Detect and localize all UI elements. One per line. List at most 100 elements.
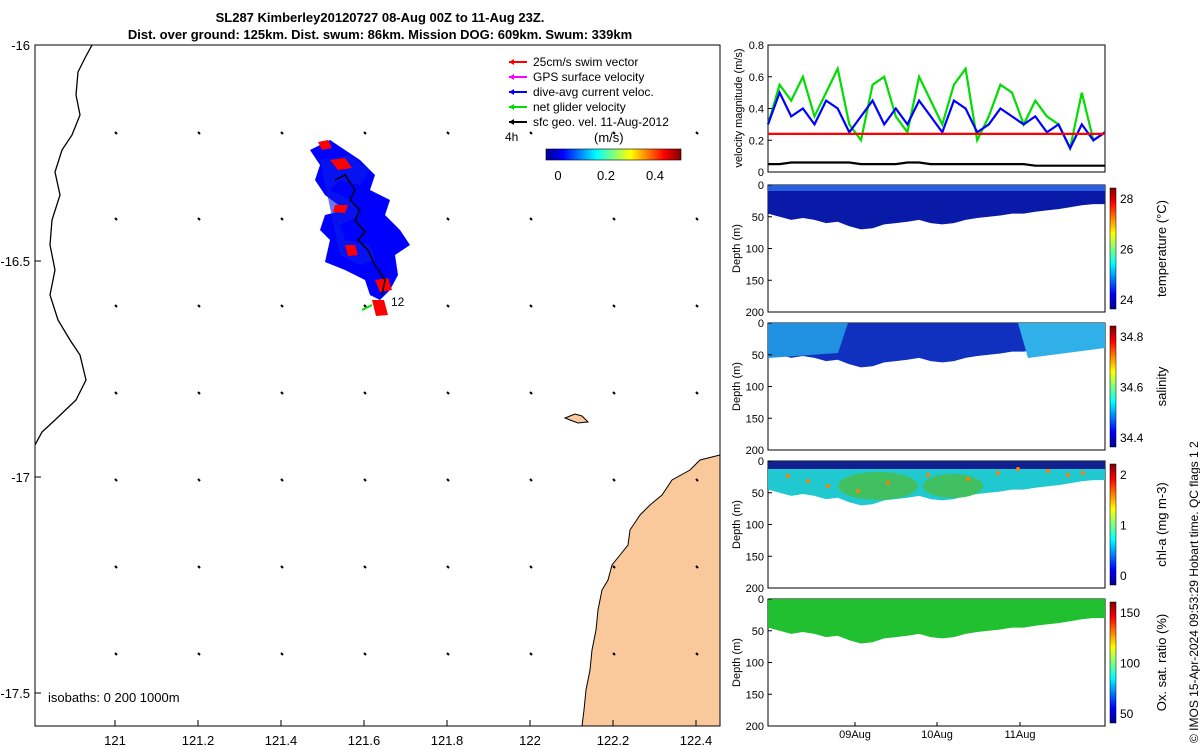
section-scatter-point bbox=[886, 481, 890, 485]
sfc-vector-mark bbox=[446, 131, 450, 135]
section-y-tick-label: 150 bbox=[746, 551, 764, 563]
sfc-vector-mark bbox=[446, 304, 450, 308]
sfc-vector-mark bbox=[612, 217, 616, 221]
section-y-tick-label: 0 bbox=[758, 594, 764, 606]
section-panel: 0 50 100 150 200 Depth (m) 34.4 34.6 34.8 salinit… bbox=[731, 318, 1169, 457]
speed-colorbar bbox=[545, 148, 682, 161]
section-y-tick-label: 150 bbox=[746, 689, 764, 701]
legend-label: sfc geo. vel. 11-Aug-2012 bbox=[533, 115, 669, 129]
section-colorbar-tick-label: 34.6 bbox=[1120, 381, 1144, 395]
sfc-vector-mark bbox=[612, 478, 616, 482]
sfc-vector-mark bbox=[280, 217, 284, 221]
section-highlight bbox=[923, 474, 983, 498]
sfc-vector-mark bbox=[197, 391, 201, 395]
section-x-tick-label: 10Aug bbox=[921, 729, 953, 741]
section-surface-band bbox=[768, 461, 1105, 469]
chart-subtitle: Dist. over ground: 125km. Dist. swum: 86… bbox=[127, 27, 633, 42]
sfc-vector-mark bbox=[529, 131, 533, 135]
section-y-tick-label: 50 bbox=[752, 212, 764, 224]
legend-arrow bbox=[509, 104, 514, 110]
section-y-tick-label: 0 bbox=[758, 180, 764, 192]
speed-colorbar-tick-label: 0.2 bbox=[597, 168, 615, 183]
section-y-tick-label: 100 bbox=[746, 520, 764, 532]
map-x-tick-label: 121.6 bbox=[348, 733, 381, 748]
velocity-y-tick-label: 0.6 bbox=[749, 72, 764, 84]
section-colorbar-tick-label: 34.4 bbox=[1120, 431, 1144, 445]
sfc-vector-mark bbox=[114, 131, 118, 135]
sfc-vector-mark bbox=[280, 565, 284, 569]
map-x-tick-label: 121 bbox=[104, 733, 126, 748]
section-y-tick-label: 200 bbox=[746, 445, 764, 457]
sfc-vector-mark bbox=[280, 391, 284, 395]
sfc-vector-mark bbox=[114, 304, 118, 308]
sfc-vector-mark bbox=[529, 478, 533, 482]
sfc-vector-mark bbox=[446, 652, 450, 656]
legend-4h-label: 4h bbox=[505, 130, 518, 144]
section-y-tick-label: 50 bbox=[752, 350, 764, 362]
section-colorbar-tick-label: 0 bbox=[1120, 569, 1127, 583]
section-scatter-point bbox=[786, 474, 790, 478]
sfc-vector-mark bbox=[363, 304, 367, 308]
legend-arrow bbox=[509, 59, 514, 65]
chart-title: SL287 Kimberley20120727 08-Aug 00Z to 11… bbox=[215, 10, 545, 25]
section-colorbar bbox=[1109, 325, 1117, 448]
colorbar-unit-label: (m/s) bbox=[594, 130, 624, 145]
island bbox=[563, 413, 590, 424]
sfc-vector-mark bbox=[446, 565, 450, 569]
legend-label: net glider velocity bbox=[533, 100, 626, 114]
section-y-tick-label: 50 bbox=[752, 488, 764, 500]
velocity-series-line bbox=[768, 161, 1105, 167]
section-colorbar-tick-label: 150 bbox=[1120, 606, 1140, 620]
section-y-tick-label: 100 bbox=[746, 244, 764, 256]
section-y-tick-label: 0 bbox=[758, 456, 764, 468]
sfc-vector-mark bbox=[529, 565, 533, 569]
sfc-vector-mark bbox=[114, 217, 118, 221]
sfc-vector-mark bbox=[363, 652, 367, 656]
section-y-label: Depth (m) bbox=[731, 362, 743, 411]
sfc-vector-mark bbox=[529, 304, 533, 308]
section-scatter-point bbox=[1016, 467, 1020, 471]
map-x-tick-label: 121.4 bbox=[265, 733, 298, 748]
section-colorbar-tick-label: 1 bbox=[1120, 519, 1127, 533]
sfc-vector-mark bbox=[612, 565, 616, 569]
sfc-vector-mark bbox=[114, 391, 118, 395]
sfc-vector-mark bbox=[446, 217, 450, 221]
sfc-vector-mark bbox=[197, 304, 201, 308]
sfc-vector-mark bbox=[695, 478, 699, 482]
section-scatter-point bbox=[856, 489, 860, 493]
map-x-tick-label: 122.2 bbox=[597, 733, 630, 748]
section-panel: 0 50 100 150 200 Depth (m) 50 100 150 Ox. sat. ra… bbox=[731, 594, 1169, 741]
sfc-vector-mark bbox=[612, 131, 616, 135]
speed-colorbar-tick-label: 0 bbox=[554, 168, 561, 183]
section-data-fill bbox=[768, 323, 1105, 368]
section-x-tick-label: 11Aug bbox=[1005, 729, 1036, 741]
velocity-y-axis: 0 0.2 0.4 0.6 0.8 bbox=[749, 40, 772, 179]
sfc-vector-mark bbox=[695, 304, 699, 308]
section-colorbar-label: temperature (°C) bbox=[1154, 200, 1169, 297]
section-surface-band bbox=[768, 185, 1105, 191]
sfc-vector-mark bbox=[197, 478, 201, 482]
coastline-west bbox=[35, 45, 93, 446]
speed-colorbar-tick-label: 0.4 bbox=[646, 168, 664, 183]
map-x-tick-label: 121.8 bbox=[431, 733, 464, 748]
sfc-vector-mark bbox=[695, 652, 699, 656]
map-y-tick-label: -16.5 bbox=[0, 254, 30, 269]
sfc-vector-mark bbox=[363, 478, 367, 482]
section-colorbar-label: Ox. sat. ratio (%) bbox=[1154, 614, 1169, 712]
sfc-vector-mark bbox=[280, 478, 284, 482]
section-y-tick-label: 150 bbox=[746, 413, 764, 425]
section-scatter-point bbox=[926, 473, 930, 477]
section-colorbar-tick-label: 26 bbox=[1120, 243, 1134, 257]
sfc-vector-mark bbox=[612, 652, 616, 656]
velocity-axes-frame bbox=[767, 44, 1106, 173]
section-data-fill bbox=[768, 185, 1105, 230]
isobaths-label: isobaths: 0 200 1000m bbox=[48, 690, 180, 705]
sfc-vector-mark bbox=[197, 217, 201, 221]
velocity-series-line bbox=[766, 65, 1106, 152]
legend-label: dive-avg current veloc. bbox=[533, 85, 654, 99]
velocity-y-tick-label: 0.2 bbox=[749, 135, 764, 147]
section-colorbar-label: salinity bbox=[1154, 366, 1169, 406]
velocity-series-line bbox=[766, 89, 1106, 151]
section-colorbar-tick-label: 2 bbox=[1120, 468, 1127, 482]
